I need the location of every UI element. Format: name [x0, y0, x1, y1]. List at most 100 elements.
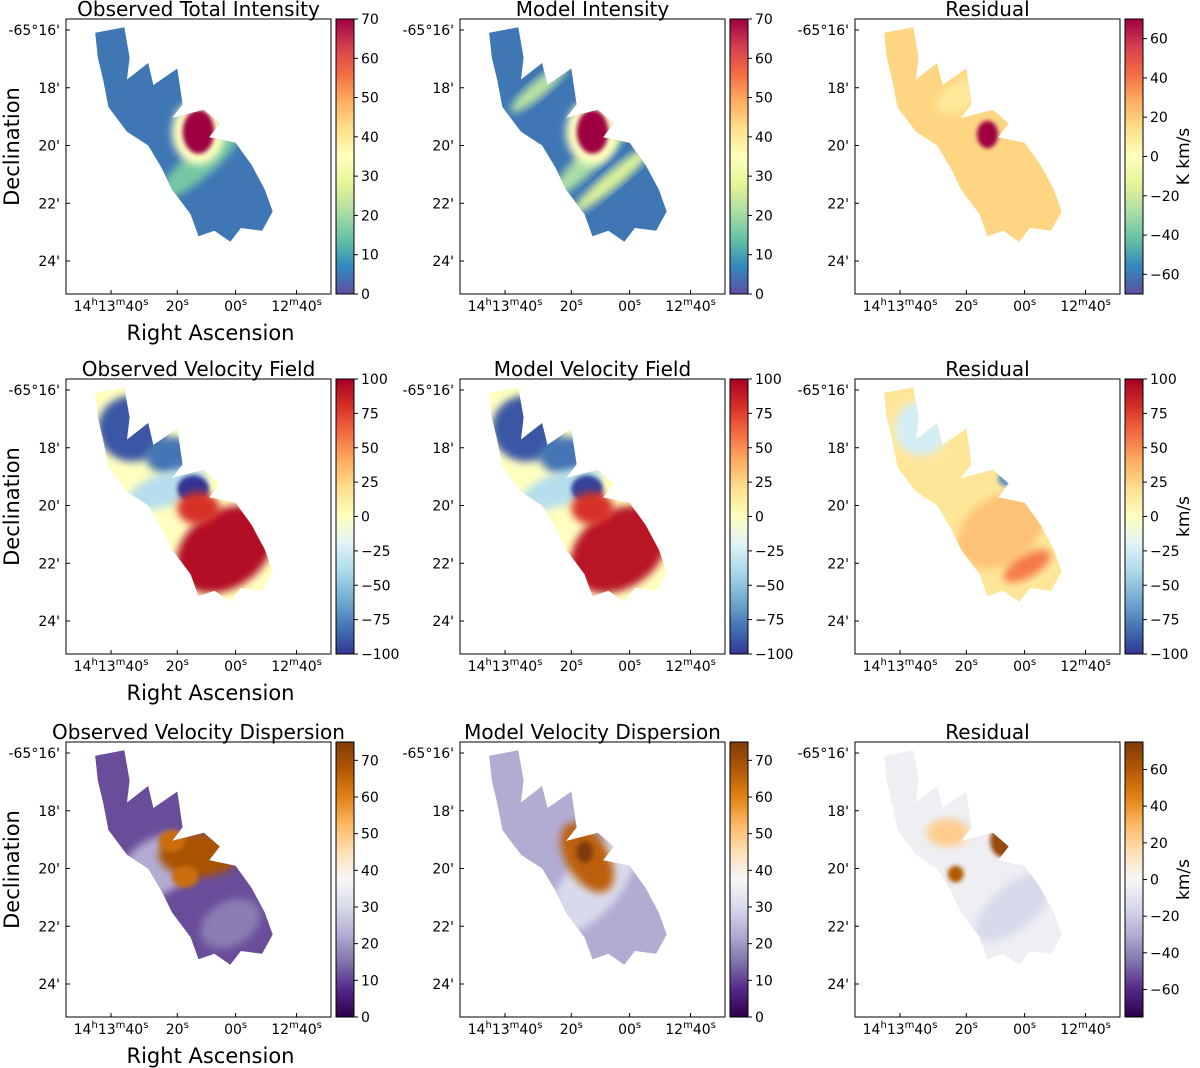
colorbar-tick-label: −20: [1150, 189, 1180, 205]
x-tick-label: 14h13m40s: [74, 657, 149, 675]
panel-title: Model Velocity Dispersion: [464, 720, 721, 744]
colorbar-tick-label: 0: [755, 287, 764, 303]
galaxy-map: [95, 387, 273, 602]
x-tick-label: 00s: [1013, 657, 1036, 675]
x-tick-label: 20s: [166, 657, 189, 675]
y-tick-label: 22': [432, 919, 454, 935]
colorbar-tick-label: −75: [1150, 613, 1180, 629]
x-tick-label: 20s: [166, 1020, 189, 1038]
y-tick-label: 20': [827, 139, 849, 155]
map-feature: [947, 865, 964, 883]
colorbar-tick-label: 60: [1150, 763, 1168, 779]
panel-5: Model Velocity Field -65°16' 18' 20' 22' 24' 1…: [402, 357, 793, 675]
colorbar-tick-label: 100: [361, 372, 388, 388]
map-feature: [572, 143, 655, 214]
map-feature: [926, 819, 969, 847]
map-feature: [576, 841, 593, 863]
panel-8: Model Velocity Dispersion -65°16' 18' 20' 22…: [402, 720, 772, 1038]
colorbar-tick-label: 70: [755, 753, 773, 769]
y-tick-label: -65°16': [797, 383, 849, 399]
colorbar-tick-label: 20: [755, 208, 773, 224]
colorbar-tick-label: 20: [361, 937, 379, 953]
x-tick-label: 12m40s: [1060, 1020, 1111, 1038]
colorbar: −100 −75 −50 −25 0 25 50 75 100: [335, 372, 399, 663]
y-tick-label: 24': [827, 254, 849, 270]
colorbar-tick-label: 30: [361, 169, 379, 185]
panel-1: Observed Total Intensity -65°16' 18' 20' 22'…: [0, 0, 379, 345]
y-tick-label: -65°16': [402, 383, 454, 399]
colorbar: −100 −75 −50 −25 0 25 50 75 100: [729, 372, 793, 663]
colorbar-tick-label: 20: [1150, 110, 1168, 126]
x-axis-label: Right Ascension: [127, 681, 295, 705]
panel-4: Observed Velocity Field -65°16' 18' 20' 22' 2…: [0, 357, 399, 705]
colorbar-tick-label: 20: [1150, 836, 1168, 852]
y-tick-label: 18': [432, 81, 454, 97]
panel-title: Model Velocity Field: [494, 357, 691, 381]
x-tick-label: 00s: [618, 297, 641, 315]
galaxy-map: [489, 750, 667, 965]
y-tick-label: 24': [38, 254, 60, 270]
x-tick-label: 00s: [1013, 297, 1036, 315]
colorbar-tick-label: −25: [1150, 544, 1180, 560]
y-tick-label: 20': [38, 139, 60, 155]
colorbar-gradient: [335, 741, 355, 1018]
colorbar-tick-label: 50: [1150, 441, 1168, 457]
colorbar-tick-label: 30: [755, 900, 773, 916]
map-feature: [145, 436, 199, 476]
map-feature: [1003, 549, 1051, 583]
map-feature: [176, 505, 273, 594]
map-feature: [182, 109, 215, 154]
colorbar-gradient: [729, 741, 749, 1018]
colorbar-tick-label: 40: [1150, 71, 1168, 87]
x-tick-label: 12m40s: [1060, 657, 1111, 675]
colorbar-tick-label: 100: [755, 372, 782, 388]
panel-3: Residual -65°16' 18' 20' 22' 24' 14h13m40s 20s 0…: [797, 0, 1194, 315]
colorbar-tick-label: 70: [361, 753, 379, 769]
y-tick-label: -65°16': [402, 23, 454, 39]
colorbar-tick-label: 25: [361, 475, 379, 491]
colorbar-tick-label: 40: [361, 130, 379, 146]
colorbar-tick-label: 50: [755, 91, 773, 107]
x-tick-label: 14h13m40s: [468, 657, 543, 675]
panel-title: Observed Velocity Dispersion: [52, 720, 345, 744]
panel-2: Model Intensity -65°16' 18' 20' 22' 24' 14h13m…: [402, 0, 772, 315]
y-tick-label: 24': [432, 977, 454, 993]
colorbar-tick-label: 25: [755, 475, 773, 491]
colorbar-tick-label: 75: [361, 406, 379, 422]
colorbar-tick-label: 50: [361, 91, 379, 107]
y-tick-label: 20': [827, 862, 849, 878]
y-tick-label: 18': [432, 804, 454, 820]
colorbar-tick-label: 20: [755, 937, 773, 953]
x-tick-label: 14h13m40s: [863, 297, 938, 315]
x-axis-label: Right Ascension: [127, 321, 295, 345]
colorbar-tick-label: 50: [361, 441, 379, 457]
map-feature: [998, 469, 1014, 487]
colorbar-tick-label: 50: [755, 827, 773, 843]
colorbar-tick-label: 50: [755, 441, 773, 457]
colorbar-tick-label: −20: [1150, 909, 1180, 925]
colorbar-tick-label: 0: [1150, 873, 1159, 889]
x-tick-label: 12m40s: [271, 297, 322, 315]
y-tick-label: 18': [827, 81, 849, 97]
x-tick-label: 14h13m40s: [863, 657, 938, 675]
colorbar-tick-label: 40: [361, 863, 379, 879]
x-tick-label: 00s: [1013, 1020, 1036, 1038]
colorbar-tick-label: 40: [755, 863, 773, 879]
map-feature: [957, 491, 1045, 569]
colorbar-tick-label: 60: [755, 51, 773, 67]
y-tick-label: 24': [827, 614, 849, 630]
y-tick-label: 18': [38, 441, 60, 457]
colorbar-tick-label: −75: [361, 613, 391, 629]
axes-frame: [65, 741, 332, 1018]
colorbar-tick-label: 10: [755, 973, 773, 989]
y-tick-label: 18': [38, 81, 60, 97]
axes-frame: [65, 18, 332, 295]
y-tick-label: 20': [432, 499, 454, 515]
panel-title: Model Intensity: [516, 0, 670, 21]
x-tick-label: 20s: [955, 657, 978, 675]
colorbar-tick-label: −75: [755, 613, 785, 629]
colorbar-tick-label: 50: [361, 827, 379, 843]
map-feature: [539, 436, 593, 476]
colorbar-tick-label: −100: [755, 647, 793, 663]
colorbar-tick-label: 60: [1150, 32, 1168, 48]
